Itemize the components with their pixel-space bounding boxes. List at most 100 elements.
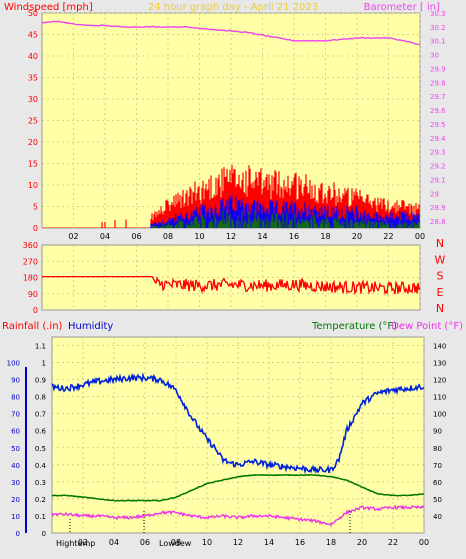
temp-x-tick-label: 20	[357, 538, 367, 547]
high-temp-marker-label: Hightemp	[56, 539, 95, 548]
rainfall-tick-label: 0.8	[35, 394, 46, 402]
barometer-tick-label: 30	[430, 52, 439, 60]
dewpoint-line	[51, 504, 425, 527]
direction-tick-label: 180	[23, 274, 38, 283]
barometer-line	[41, 20, 421, 46]
windspeed-axis-label: Windspeed [mph]	[4, 2, 93, 13]
humidity-tick-label: 90	[11, 377, 20, 385]
temperature-tick-label: 100	[433, 411, 446, 419]
rainfall-tick-label: 0.9	[35, 377, 46, 385]
direction-series	[42, 275, 421, 296]
low-dew-marker-label: Lowdew	[159, 539, 192, 548]
barometer-series	[41, 20, 421, 46]
barometer-tick-label: 30.3	[430, 10, 446, 18]
windspeed-tick-label: 45	[28, 31, 38, 40]
wind-x-tick-label: 06	[131, 232, 141, 241]
temp-x-tick-label: 06	[140, 538, 150, 547]
windspeed-tick-label: 40	[28, 52, 38, 61]
temp-x-tick-label: 16	[295, 538, 305, 547]
humidity-tick-label: 30	[11, 479, 20, 487]
temperature-tick-label: 50	[433, 496, 442, 504]
barometer-tick-label: 30.2	[430, 24, 446, 32]
rainfall-tick-label: 0.2	[35, 496, 46, 504]
rainfall-axis-label: Rainfall (.in)	[2, 321, 63, 332]
temperature-humidity-panel: Rainfall (.in) Humidity Temperature (°F)…	[2, 321, 463, 548]
temperature-tick-label: 40	[433, 513, 442, 521]
humidity-tick-label: 20	[11, 496, 20, 504]
temperature-tick-label: 70	[433, 462, 442, 470]
dewpoint-axis-label: Dew Point (°F)	[391, 321, 463, 332]
barometer-axis-label: Barometer [ in]	[364, 2, 440, 13]
wind-x-tick-label: 22	[383, 232, 393, 241]
windspeed-tick-label: 50	[28, 9, 38, 18]
rainfall-tick-label: 0.7	[35, 411, 46, 419]
rainfall-tick-label: 0	[42, 530, 46, 538]
temp-x-tick-label: 00	[419, 538, 429, 547]
wind-x-tick-label: 10	[194, 232, 204, 241]
direction-grid	[42, 245, 421, 310]
temp-x-tick-label: 22	[388, 538, 398, 547]
wind-barometer-panel: Windspeed [mph] 24 hour graph day - Apri…	[4, 2, 446, 241]
compass-label: S	[437, 270, 444, 283]
windspeed-tick-label: 10	[28, 181, 38, 190]
temperature-tick-label: 120	[433, 377, 446, 385]
windspeed-tick-label: 30	[28, 95, 38, 104]
direction-tick-label: 360	[23, 241, 38, 250]
barometer-tick-label: 28.9	[430, 204, 446, 212]
compass-label: E	[437, 286, 444, 299]
humidity-tick-label: 0	[16, 530, 20, 538]
rainfall-tick-label: 0.6	[35, 428, 47, 436]
rainfall-tick-label: 0.5	[35, 445, 46, 453]
humidity-line	[51, 372, 425, 475]
temp-x-tick-label: 10	[202, 538, 212, 547]
direction-tick-label: 270	[23, 257, 38, 266]
temperature-tick-label: 90	[433, 428, 442, 436]
barometer-tick-label: 29.4	[430, 135, 446, 143]
chart-title: 24 hour graph day - April 21 2023	[148, 2, 318, 13]
humidity-tick-label: 50	[11, 445, 20, 453]
humidity-tick-label: 80	[11, 394, 20, 402]
barometer-tick-label: 29	[430, 190, 439, 198]
direction-tick-label: 0	[33, 306, 38, 315]
barometer-tick-label: 29.5	[430, 121, 446, 129]
humidity-tick-label: 10	[11, 513, 20, 521]
humidity-axis-label: Humidity	[68, 321, 113, 332]
rainfall-tick-label: 0.1	[35, 513, 46, 521]
humidity-tick-label: 40	[11, 462, 20, 470]
humidity-tick-label: 100	[7, 360, 20, 368]
temp-x-tick-label: 08	[171, 538, 181, 547]
windspeed-tick-label: 0	[33, 224, 38, 233]
rainfall-tick-label: 1.1	[35, 343, 46, 351]
temp-x-tick-label: 18	[326, 538, 336, 547]
windspeed-tick-label: 20	[28, 138, 38, 147]
windspeed-tick-label: 15	[28, 160, 38, 169]
temp-x-tick-label: 12	[233, 538, 243, 547]
wind-x-tick-label: 02	[68, 232, 78, 241]
rainfall-tick-label: 0.3	[35, 479, 46, 487]
wind-axes: 02 04 06 08 10 12 14 16 18 20 22 000510152025303540…	[28, 9, 446, 241]
temperature-tick-label: 110	[433, 394, 446, 402]
wind-x-tick-label: 14	[257, 232, 267, 241]
wind-x-tick-label: 00	[415, 232, 425, 241]
windspeed-tick-label: 35	[28, 74, 38, 83]
direction-tick-label: 90	[28, 290, 38, 299]
temperature-tick-label: 130	[433, 360, 446, 368]
temp-x-tick-label: 04	[109, 538, 119, 547]
wind-x-tick-label: 08	[163, 232, 173, 241]
temperature-tick-label: 80	[433, 445, 442, 453]
barometer-tick-label: 30.1	[430, 38, 446, 46]
temperature-tick-label: 140	[433, 343, 446, 351]
compass-label: N	[436, 237, 444, 250]
barometer-tick-label: 29.1	[430, 176, 446, 184]
wind-x-tick-label: 12	[226, 232, 236, 241]
wind-x-tick-label: 20	[352, 232, 362, 241]
rainfall-tick-label: 1	[42, 360, 46, 368]
temp-x-tick-label: 02	[78, 538, 88, 547]
temperature-axes: 02 04 06 08 10 12 14 16 18 20 22 0000.10.20.30.40.5…	[7, 343, 447, 547]
humidity-tick-label: 60	[11, 428, 20, 436]
barometer-tick-label: 29.8	[430, 79, 446, 87]
wind-x-tick-label: 18	[320, 232, 330, 241]
